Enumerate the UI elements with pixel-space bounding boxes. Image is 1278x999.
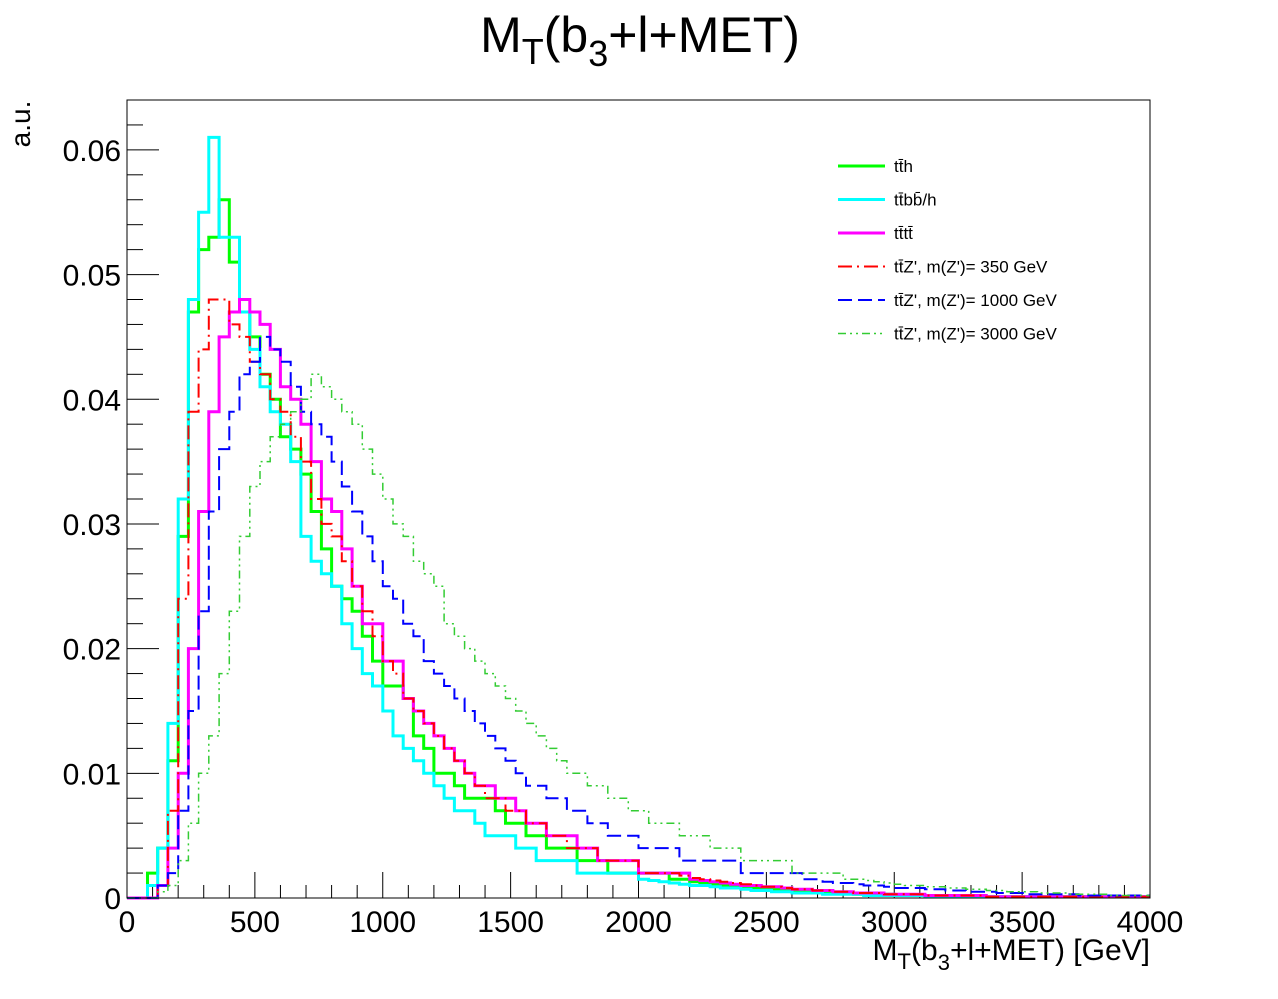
x-tick-label: 0 <box>119 906 136 939</box>
legend-label-0: tt̄h <box>894 157 913 176</box>
chart-title: MT(b3+l+MET) <box>480 7 800 74</box>
legend: tt̄h tt̄bb̄/h tt̄tt̄ tt̄Z', m(Z')= 350 GeV t… <box>838 157 1058 344</box>
x-tick-label: 3500 <box>989 906 1056 939</box>
y-axis-label: a.u. <box>5 101 36 148</box>
x-tick-label: 1000 <box>349 906 416 939</box>
x-tick-label: 2500 <box>733 906 800 939</box>
series-layer <box>127 135 1150 900</box>
x-tick-label: 4000 <box>1117 906 1184 939</box>
y-tick-label: 0.04 <box>63 384 121 417</box>
y-tick-label: 0.01 <box>63 758 121 791</box>
x-tick-label: 3000 <box>861 906 928 939</box>
x-tick-label: 500 <box>230 906 280 939</box>
x-tick-label: 2000 <box>605 906 672 939</box>
series-line-3 <box>127 298 1150 899</box>
axes: 0 500 1000 1500 2000 2500 3000 3500 4000 0 0.01 0.0… <box>63 124 1184 939</box>
x-axis-label: MT(b3+l+MET) [GeV] <box>873 934 1150 975</box>
y-tick-label: 0.03 <box>63 509 121 542</box>
y-tick-label: 0.02 <box>63 634 121 667</box>
legend-label-1: tt̄bb̄/h <box>894 191 937 210</box>
y-tick-label: 0 <box>104 883 121 916</box>
series-line-5 <box>127 373 1150 899</box>
plot-frame <box>126 99 1151 899</box>
y-tick-label: 0.05 <box>63 260 121 293</box>
x-tick-label: 1500 <box>477 906 544 939</box>
legend-label-4: tt̄Z', m(Z')= 1000 GeV <box>894 291 1058 310</box>
y-tick-label: 0.06 <box>63 135 121 168</box>
legend-label-3: tt̄Z', m(Z')= 350 GeV <box>894 258 1048 277</box>
legend-label-5: tt̄Z', m(Z')= 3000 GeV <box>894 325 1058 344</box>
legend-label-2: tt̄tt̄ <box>894 224 913 243</box>
